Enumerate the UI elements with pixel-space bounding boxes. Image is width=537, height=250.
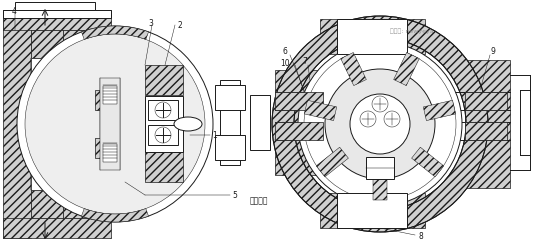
Bar: [145, 66, 183, 96]
Text: 2: 2: [177, 22, 182, 30]
Circle shape: [372, 96, 388, 112]
Bar: [31, 190, 63, 218]
Polygon shape: [340, 53, 366, 86]
Wedge shape: [82, 27, 149, 40]
Text: 微信号: newyeya: 微信号: newyeya: [390, 28, 433, 34]
Circle shape: [298, 43, 462, 206]
Bar: [15, 3, 95, 11]
Ellipse shape: [174, 118, 202, 132]
Bar: [63, 31, 111, 49]
Bar: [275, 93, 323, 110]
Bar: [3, 218, 111, 238]
Circle shape: [155, 102, 171, 118]
Polygon shape: [31, 59, 115, 190]
Bar: [145, 96, 183, 152]
Bar: [366, 157, 394, 179]
Circle shape: [155, 128, 171, 144]
Bar: [103, 144, 117, 162]
Polygon shape: [316, 148, 349, 177]
Circle shape: [325, 70, 435, 179]
Bar: [320, 20, 425, 55]
Bar: [63, 200, 111, 218]
Polygon shape: [394, 53, 419, 86]
Text: 7: 7: [302, 56, 308, 65]
Text: 8: 8: [418, 232, 423, 240]
Text: 1: 1: [212, 131, 217, 140]
Bar: [95, 170, 120, 200]
Circle shape: [384, 112, 400, 128]
Bar: [31, 31, 63, 59]
Text: 3: 3: [148, 18, 153, 28]
Bar: [465, 61, 510, 188]
Polygon shape: [373, 170, 387, 200]
Bar: [215, 136, 245, 160]
Circle shape: [25, 35, 205, 214]
Bar: [148, 100, 178, 120]
Text: 10: 10: [280, 58, 290, 67]
Bar: [3, 11, 111, 31]
Bar: [275, 71, 323, 175]
Text: 5: 5: [232, 191, 237, 200]
Bar: [3, 11, 111, 19]
Bar: [145, 152, 183, 182]
Wedge shape: [272, 17, 488, 232]
Bar: [220, 81, 240, 165]
Bar: [337, 193, 407, 228]
Bar: [465, 93, 507, 110]
Bar: [148, 126, 178, 146]
Polygon shape: [423, 101, 456, 121]
Polygon shape: [31, 59, 95, 190]
Polygon shape: [411, 148, 444, 177]
Circle shape: [350, 94, 410, 154]
Circle shape: [17, 27, 213, 222]
Bar: [95, 138, 119, 158]
Bar: [95, 91, 119, 110]
Bar: [320, 193, 425, 228]
Bar: [215, 86, 245, 110]
Text: 4: 4: [12, 6, 17, 16]
Bar: [250, 96, 270, 150]
Circle shape: [304, 49, 456, 200]
Wedge shape: [82, 209, 149, 222]
Polygon shape: [304, 101, 337, 121]
Bar: [3, 11, 31, 238]
Bar: [465, 122, 507, 140]
Circle shape: [360, 112, 376, 128]
Text: 平衡油槽: 平衡油槽: [250, 196, 268, 205]
Text: 6: 6: [282, 46, 287, 55]
Bar: [275, 122, 323, 140]
Bar: [31, 59, 95, 190]
Bar: [103, 87, 117, 104]
Bar: [95, 49, 120, 79]
Bar: [100, 79, 120, 170]
Text: 9: 9: [490, 46, 495, 55]
Bar: [337, 20, 407, 55]
